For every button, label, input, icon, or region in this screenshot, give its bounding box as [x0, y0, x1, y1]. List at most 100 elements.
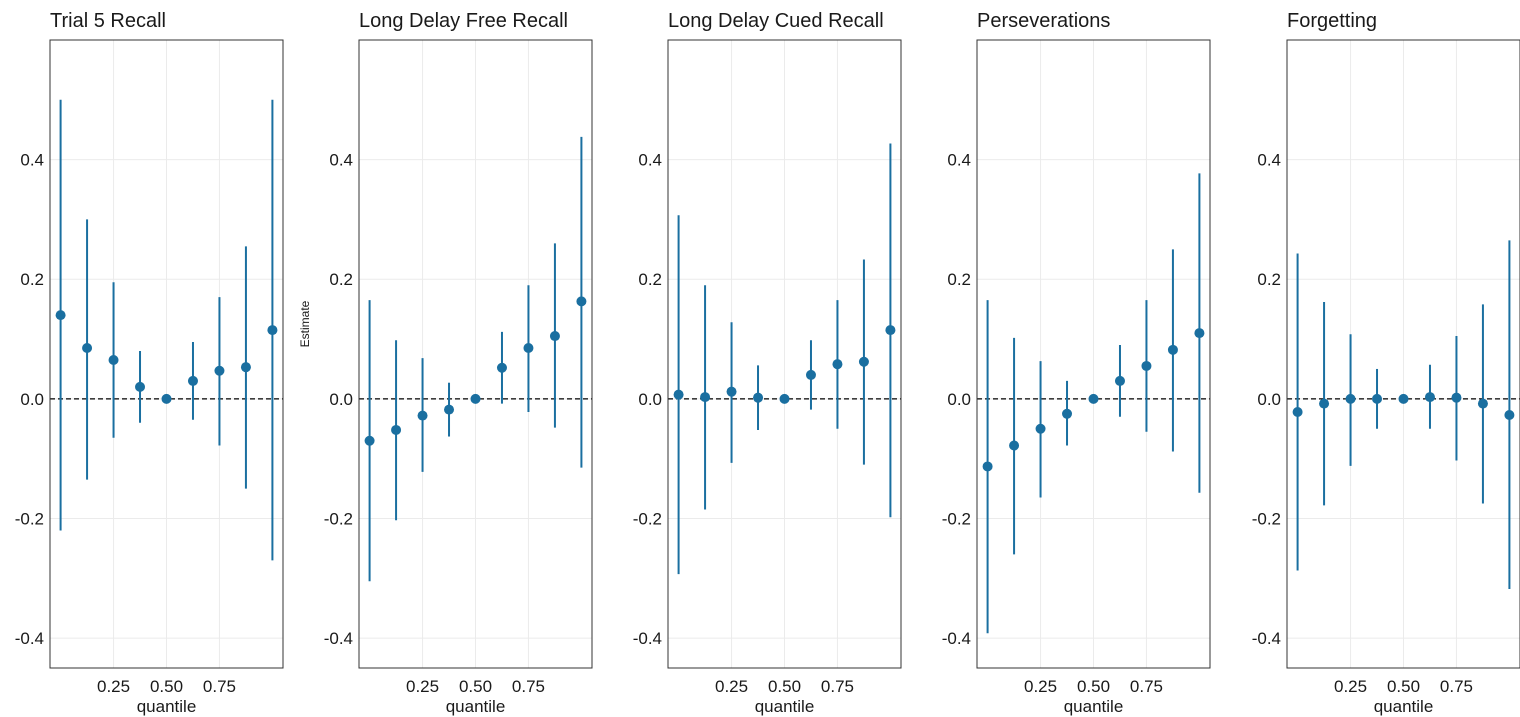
- point: [1424, 392, 1435, 403]
- y-tick-label: 0.2: [947, 270, 971, 289]
- y-tick-label: -0.4: [15, 629, 44, 648]
- y-tick-label: -0.2: [942, 509, 971, 528]
- point: [700, 392, 711, 403]
- point: [1451, 392, 1462, 403]
- point: [1062, 408, 1073, 419]
- y-tick-label: 0.4: [1257, 151, 1281, 170]
- x-tick-label: 0.75: [203, 677, 236, 696]
- y-tick-label: 0.2: [1257, 270, 1281, 289]
- x-axis-label: quantile: [1374, 697, 1434, 716]
- point: [1477, 398, 1488, 409]
- point: [726, 386, 737, 397]
- point: [1504, 410, 1515, 421]
- point: [496, 362, 507, 373]
- panel-title: Perseverations: [977, 10, 1110, 32]
- y-tick-label: 0.0: [638, 390, 662, 409]
- y-tick-label: -0.2: [15, 509, 44, 528]
- x-tick-label: 0.25: [406, 677, 439, 696]
- y-tick-label: 0.4: [638, 151, 662, 170]
- x-tick-label: 0.25: [1334, 677, 1367, 696]
- point: [82, 343, 93, 354]
- point: [135, 381, 146, 392]
- point: [364, 435, 375, 446]
- y-tick-label: -0.2: [633, 509, 662, 528]
- y-tick-label: -0.2: [1252, 509, 1281, 528]
- y-tick-label: -0.4: [324, 629, 353, 648]
- x-axis-label: quantile: [137, 697, 197, 716]
- point: [779, 393, 790, 404]
- point: [576, 296, 587, 307]
- y-tick-label: 0.0: [329, 390, 353, 409]
- point: [55, 310, 66, 321]
- point: [832, 359, 843, 370]
- panel-title: Long Delay Free Recall: [359, 10, 568, 32]
- panel-border: [1286, 39, 1520, 669]
- point: [214, 365, 225, 376]
- point: [1398, 393, 1409, 404]
- y-tick-label: 0.2: [20, 270, 44, 289]
- x-tick-label: 0.75: [821, 677, 854, 696]
- point: [1167, 344, 1178, 355]
- point: [1345, 393, 1356, 404]
- panel-title: Long Delay Cued Recall: [668, 10, 884, 32]
- panel-border: [667, 39, 902, 669]
- panel-border: [358, 39, 593, 669]
- point: [267, 325, 278, 336]
- point: [240, 362, 251, 373]
- y-tick-label: 0.2: [638, 270, 662, 289]
- point: [549, 331, 560, 342]
- x-tick-label: 0.75: [1440, 677, 1473, 696]
- panel-title: Trial 5 Recall: [50, 10, 166, 32]
- point: [523, 343, 534, 354]
- point: [1141, 360, 1152, 371]
- point: [753, 392, 764, 403]
- point: [1009, 440, 1020, 451]
- panel-border: [49, 39, 284, 669]
- x-axis-label: quantile: [1064, 697, 1124, 716]
- x-tick-label: 0.75: [512, 677, 545, 696]
- y-tick-label: 0.4: [20, 151, 44, 170]
- point: [417, 410, 428, 421]
- point: [391, 424, 402, 435]
- x-tick-label: 0.50: [459, 677, 492, 696]
- panel-border: [976, 39, 1211, 669]
- point: [1035, 423, 1046, 434]
- point: [1319, 398, 1330, 409]
- y-tick-label: -0.4: [633, 629, 662, 648]
- y-axis-label: Estimate: [298, 300, 312, 347]
- point: [805, 369, 816, 380]
- point: [982, 461, 993, 472]
- y-tick-label: 0.4: [947, 151, 971, 170]
- point: [1194, 328, 1205, 339]
- x-axis-label: quantile: [446, 697, 506, 716]
- x-tick-label: 0.25: [715, 677, 748, 696]
- x-tick-label: 0.75: [1130, 677, 1163, 696]
- x-tick-label: 0.50: [1387, 677, 1420, 696]
- point: [1292, 407, 1303, 418]
- y-tick-label: 0.0: [947, 390, 971, 409]
- point: [161, 393, 172, 404]
- y-tick-label: 0.0: [20, 390, 44, 409]
- point: [444, 404, 455, 415]
- point: [187, 375, 198, 386]
- x-tick-label: 0.25: [97, 677, 130, 696]
- x-tick-label: 0.50: [1077, 677, 1110, 696]
- y-tick-label: -0.2: [324, 509, 353, 528]
- y-tick-label: 0.4: [329, 151, 353, 170]
- point: [1088, 393, 1099, 404]
- y-tick-label: 0.0: [1257, 390, 1281, 409]
- point: [673, 389, 684, 400]
- point: [470, 393, 481, 404]
- y-tick-label: -0.4: [1252, 629, 1281, 648]
- x-axis-label: quantile: [755, 697, 815, 716]
- point: [885, 325, 896, 336]
- point: [858, 356, 869, 367]
- y-tick-label: 0.2: [329, 270, 353, 289]
- x-tick-label: 0.50: [768, 677, 801, 696]
- x-tick-label: 0.25: [1024, 677, 1057, 696]
- panel-title: Forgetting: [1287, 10, 1377, 32]
- point: [108, 354, 119, 365]
- point: [1114, 375, 1125, 386]
- y-tick-label: -0.4: [942, 629, 971, 648]
